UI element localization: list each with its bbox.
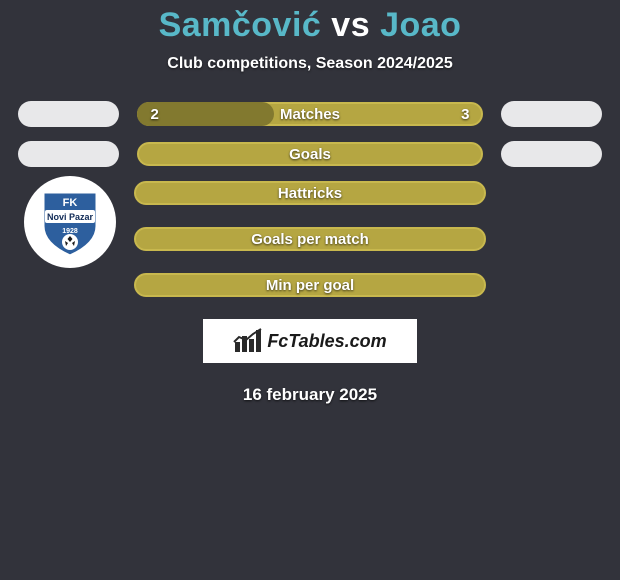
date: 16 february 2025 <box>0 385 620 405</box>
shield-icon: FK Novi Pazar 1928 <box>39 186 101 258</box>
stat-right-value: 3 <box>461 106 469 123</box>
stat-bar: 2 Matches 3 <box>137 102 484 126</box>
stat-bar: Goals per match <box>134 227 486 251</box>
stat-label: Matches <box>280 106 340 123</box>
stat-row: Goals <box>0 141 620 167</box>
subtitle: Club competitions, Season 2024/2025 <box>0 55 620 73</box>
svg-text:1928: 1928 <box>62 228 78 235</box>
player-pill-right <box>501 141 602 167</box>
svg-text:FK: FK <box>63 197 78 209</box>
player-pill-left <box>18 141 119 167</box>
brand-text: FcTables.com <box>267 331 386 352</box>
stat-row: Min per goal <box>0 273 620 297</box>
stat-label: Hattricks <box>278 185 342 202</box>
stat-left-value: 2 <box>151 106 159 123</box>
player-pill-left <box>18 101 119 127</box>
stat-label: Goals <box>289 146 331 163</box>
player1-name: Samčović <box>159 6 322 44</box>
page-title: Samčović vs Joao <box>0 0 620 45</box>
player2-name: Joao <box>380 6 461 44</box>
brand-box: FcTables.com <box>203 319 417 363</box>
stat-bar: Min per goal <box>134 273 486 297</box>
stat-bar: Goals <box>137 142 484 166</box>
stat-label: Goals per match <box>251 231 369 248</box>
player-pill-right <box>501 101 602 127</box>
bar-chart-icon <box>233 328 263 354</box>
svg-text:Novi Pazar: Novi Pazar <box>47 212 94 222</box>
stat-label: Min per goal <box>266 277 354 294</box>
vs-text: vs <box>331 6 370 44</box>
stat-bar: Hattricks <box>134 181 486 205</box>
stat-row: 2 Matches 3 <box>0 101 620 127</box>
club-badge-left: FK Novi Pazar 1928 <box>24 176 116 268</box>
